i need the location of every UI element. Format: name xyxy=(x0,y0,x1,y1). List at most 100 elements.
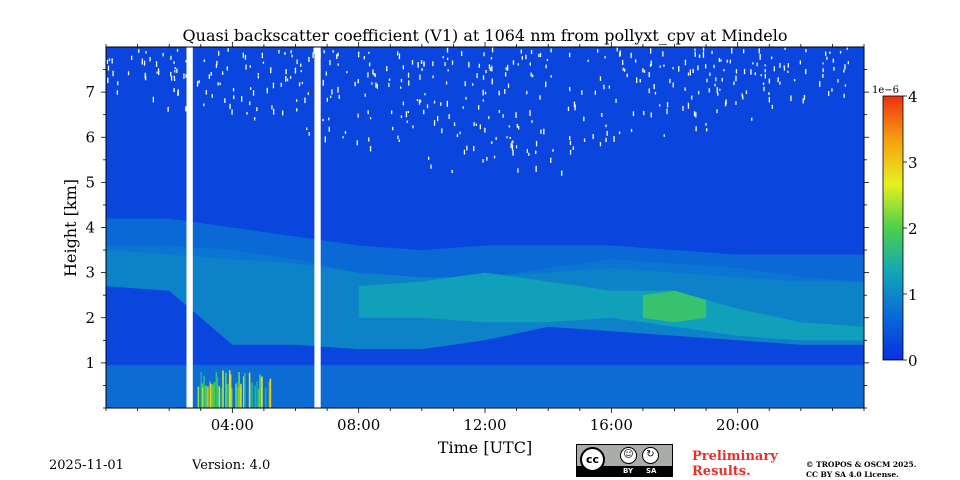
noise-speck xyxy=(829,51,831,54)
noise-speck xyxy=(567,106,570,111)
noise-speck xyxy=(155,61,158,67)
noise-speck xyxy=(718,57,720,62)
noise-speck xyxy=(592,134,594,139)
noise-speck xyxy=(257,73,259,76)
noise-speck xyxy=(601,113,603,117)
noise-speck xyxy=(249,65,251,68)
noise-speck xyxy=(145,75,147,81)
noise-speck xyxy=(242,52,244,58)
noise-speck xyxy=(127,71,130,76)
x-tick-label: 20:00 xyxy=(716,416,759,434)
signal-burst xyxy=(197,386,200,408)
noise-speck xyxy=(407,72,410,78)
noise-speck xyxy=(244,54,247,60)
noise-speck xyxy=(419,99,422,103)
colorbar-tick-label: 3 xyxy=(908,154,918,172)
noise-speck xyxy=(752,62,754,65)
noise-speck xyxy=(488,64,491,69)
noise-speck xyxy=(433,120,436,126)
noise-speck xyxy=(447,69,449,72)
noise-speck xyxy=(764,73,766,79)
noise-speck xyxy=(482,89,484,96)
cc-license-badge[interactable]: cc ☺ ↻ BY SA xyxy=(576,444,673,477)
noise-speck xyxy=(442,56,444,59)
y-tick-label: 3 xyxy=(85,264,95,282)
noise-speck xyxy=(709,72,711,76)
noise-speck xyxy=(525,54,527,60)
noise-speck xyxy=(440,102,442,106)
signal-burst xyxy=(258,388,260,408)
noise-speck xyxy=(706,128,708,132)
noise-speck xyxy=(526,90,528,95)
noise-speck xyxy=(241,96,243,102)
noise-speck xyxy=(346,71,348,74)
noise-speck xyxy=(632,111,635,117)
signal-burst xyxy=(236,381,238,408)
noise-speck xyxy=(406,120,408,123)
noise-speck xyxy=(465,96,467,100)
data-gap xyxy=(314,47,321,408)
noise-speck xyxy=(694,48,696,51)
noise-speck xyxy=(530,72,532,77)
noise-speck xyxy=(301,81,303,85)
noise-speck xyxy=(743,68,746,75)
noise-speck xyxy=(678,66,680,72)
noise-speck xyxy=(143,60,146,66)
noise-speck xyxy=(630,52,632,59)
noise-speck xyxy=(532,74,534,78)
noise-speck xyxy=(693,111,696,117)
noise-speck xyxy=(773,66,775,72)
noise-speck xyxy=(569,140,572,145)
noise-speck xyxy=(624,68,626,72)
noise-speck xyxy=(510,143,512,149)
noise-speck xyxy=(825,51,827,56)
copyright-line-2: CC BY SA 4.0 License. xyxy=(806,470,899,479)
noise-speck xyxy=(750,69,752,75)
prelim-line-2: Results. xyxy=(692,464,751,479)
noise-speck xyxy=(476,73,478,79)
noise-speck xyxy=(636,77,638,83)
noise-speck xyxy=(398,53,401,60)
noise-speck xyxy=(543,128,545,135)
noise-speck xyxy=(639,79,641,83)
noise-speck xyxy=(342,136,344,139)
noise-speck xyxy=(412,125,414,129)
noise-speck xyxy=(446,47,449,53)
noise-speck xyxy=(328,117,330,121)
noise-speck xyxy=(375,82,377,88)
noise-speck xyxy=(694,51,696,57)
x-axis-label: Time [UTC] xyxy=(438,438,532,457)
noise-speck xyxy=(726,59,728,63)
signal-burst xyxy=(238,372,240,408)
noise-speck xyxy=(550,157,552,163)
noise-speck xyxy=(650,48,652,54)
noise-speck xyxy=(531,120,533,123)
noise-speck xyxy=(648,72,650,78)
noise-speck xyxy=(751,117,753,121)
noise-speck xyxy=(141,58,143,65)
noise-speck xyxy=(227,48,229,52)
noise-speck xyxy=(308,132,310,136)
noise-speck xyxy=(386,66,388,72)
noise-speck xyxy=(231,109,233,115)
noise-speck xyxy=(535,141,538,147)
y-axis-label: Height [km] xyxy=(61,179,80,277)
noise-speck xyxy=(215,64,218,68)
y-tick-label: 2 xyxy=(85,309,95,327)
noise-speck xyxy=(682,105,684,111)
noise-speck xyxy=(540,129,542,134)
noise-speck xyxy=(574,104,576,111)
noise-speck xyxy=(605,124,607,128)
noise-speck xyxy=(545,64,547,69)
noise-speck xyxy=(285,69,287,75)
signal-burst xyxy=(218,386,220,408)
noise-speck xyxy=(482,159,484,163)
noise-speck xyxy=(400,115,403,118)
noise-speck xyxy=(313,47,315,54)
noise-speck xyxy=(354,81,356,87)
noise-speck xyxy=(300,63,302,67)
noise-speck xyxy=(211,94,213,98)
noise-speck xyxy=(218,50,220,56)
noise-speck xyxy=(659,65,661,68)
noise-speck xyxy=(550,48,552,53)
